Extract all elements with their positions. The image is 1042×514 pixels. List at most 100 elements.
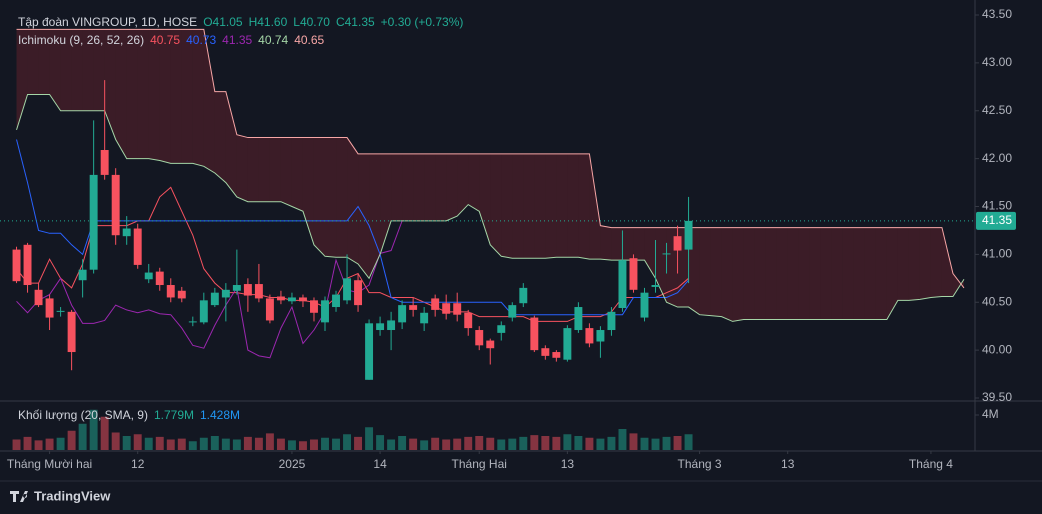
cloud bbox=[336, 137, 348, 258]
candle-body bbox=[45, 298, 54, 318]
volume-bar bbox=[166, 439, 175, 450]
cloud bbox=[203, 29, 215, 173]
candle-body bbox=[287, 297, 296, 302]
volume-bar bbox=[508, 438, 517, 450]
mark-layer bbox=[12, 80, 1016, 450]
y-tick-label: 42.00 bbox=[982, 151, 1012, 165]
volume-bar bbox=[486, 437, 495, 450]
cloud bbox=[523, 153, 535, 259]
volume-bar bbox=[56, 437, 65, 450]
cloud bbox=[236, 134, 248, 202]
candle-body bbox=[651, 285, 660, 287]
candle-body bbox=[365, 323, 374, 380]
volume-bar bbox=[596, 438, 605, 450]
volume-bar bbox=[254, 437, 263, 450]
candle-body bbox=[607, 311, 616, 331]
cloud bbox=[181, 29, 193, 164]
candle-body bbox=[640, 292, 649, 318]
y-tick-label: 41.00 bbox=[982, 247, 1012, 261]
cloud bbox=[115, 29, 127, 159]
y-tick-label: 42.50 bbox=[982, 103, 1012, 117]
volume-bar bbox=[541, 436, 550, 450]
candle-body bbox=[111, 174, 120, 236]
cloud bbox=[633, 227, 645, 261]
cloud-layer bbox=[16, 29, 964, 322]
ichimoku-value: 40.65 bbox=[294, 33, 324, 47]
candle-body bbox=[23, 244, 32, 286]
candle-body bbox=[387, 320, 396, 331]
candle-body bbox=[299, 297, 307, 302]
ichimoku-legend: Ichimoku (9, 26, 52, 26) 40.75 40.73 41.35 4… bbox=[18, 33, 325, 47]
volume-bar bbox=[111, 432, 120, 450]
cloud bbox=[291, 137, 303, 212]
volume-bar bbox=[67, 430, 76, 450]
candle-body bbox=[684, 220, 693, 250]
cloud bbox=[413, 153, 425, 221]
x-tick-label: Tháng 3 bbox=[678, 457, 722, 471]
volume-bar bbox=[629, 433, 638, 450]
cloud bbox=[402, 153, 414, 221]
candle-body bbox=[276, 296, 285, 301]
candle-body bbox=[629, 258, 638, 290]
cloud bbox=[82, 29, 94, 111]
volume-bar bbox=[34, 440, 43, 450]
cloud bbox=[809, 227, 821, 320]
volume-bar bbox=[12, 439, 21, 450]
volume-bar bbox=[431, 437, 440, 450]
cloud bbox=[534, 153, 546, 259]
candle-body bbox=[673, 236, 682, 251]
candle-body bbox=[431, 298, 440, 310]
cloud bbox=[501, 153, 513, 259]
candle-body bbox=[376, 323, 385, 331]
cloud bbox=[578, 153, 590, 260]
cloud bbox=[71, 29, 83, 111]
volume-bar bbox=[684, 434, 693, 450]
cloud bbox=[457, 153, 469, 217]
volume-bar bbox=[563, 434, 572, 450]
cloud bbox=[908, 227, 920, 301]
line-layer bbox=[0, 14, 979, 454]
candle-body bbox=[232, 285, 241, 291]
cloud bbox=[16, 29, 28, 130]
y-tick-label: 41.50 bbox=[982, 199, 1012, 213]
logo-icon bbox=[10, 491, 28, 502]
quote-value: +0.30 (+0.73%) bbox=[381, 15, 464, 29]
cloud bbox=[864, 227, 876, 320]
candle-body bbox=[265, 298, 274, 321]
volume-bar bbox=[662, 436, 671, 450]
volume-bar bbox=[618, 429, 627, 450]
x-tick-label: 12 bbox=[131, 457, 145, 471]
candle-body bbox=[122, 228, 131, 237]
candle-body bbox=[596, 330, 605, 342]
ichimoku-value: 41.35 bbox=[222, 33, 252, 47]
volume-bar bbox=[607, 436, 616, 450]
ichimoku-line bbox=[16, 28, 965, 289]
volume-tick-label: 4M bbox=[982, 407, 999, 421]
candle-body bbox=[497, 325, 506, 333]
cloud bbox=[391, 153, 403, 221]
cloud bbox=[754, 227, 766, 320]
cloud bbox=[567, 153, 579, 258]
price-label-box bbox=[976, 211, 1016, 230]
volume-bar bbox=[45, 438, 54, 450]
cloud bbox=[490, 153, 502, 257]
candle-body bbox=[354, 280, 363, 306]
volume-bar bbox=[651, 438, 660, 450]
volume-legend: Khối lượng (20, SMA, 9) 1.779M 1.428M bbox=[18, 408, 240, 422]
candle-body bbox=[166, 285, 175, 298]
cloud bbox=[159, 29, 171, 164]
candle-body bbox=[12, 249, 21, 282]
cloud bbox=[743, 227, 755, 320]
candle-body bbox=[254, 284, 263, 299]
volume-bar bbox=[442, 439, 451, 450]
cloud bbox=[644, 227, 656, 279]
volume-bar bbox=[23, 436, 32, 450]
candle-body bbox=[453, 303, 462, 315]
cloud bbox=[137, 29, 149, 159]
volume-bar bbox=[585, 437, 594, 450]
candle-body bbox=[343, 278, 351, 301]
volume-bar bbox=[265, 433, 274, 450]
volume-bar bbox=[310, 439, 318, 450]
